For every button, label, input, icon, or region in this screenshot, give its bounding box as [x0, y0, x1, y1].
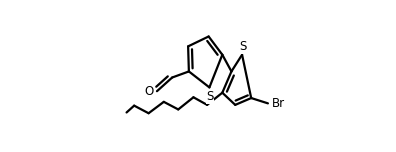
Text: S: S [206, 90, 214, 104]
Text: Br: Br [272, 97, 285, 110]
Text: O: O [144, 85, 153, 98]
Text: S: S [239, 40, 247, 53]
